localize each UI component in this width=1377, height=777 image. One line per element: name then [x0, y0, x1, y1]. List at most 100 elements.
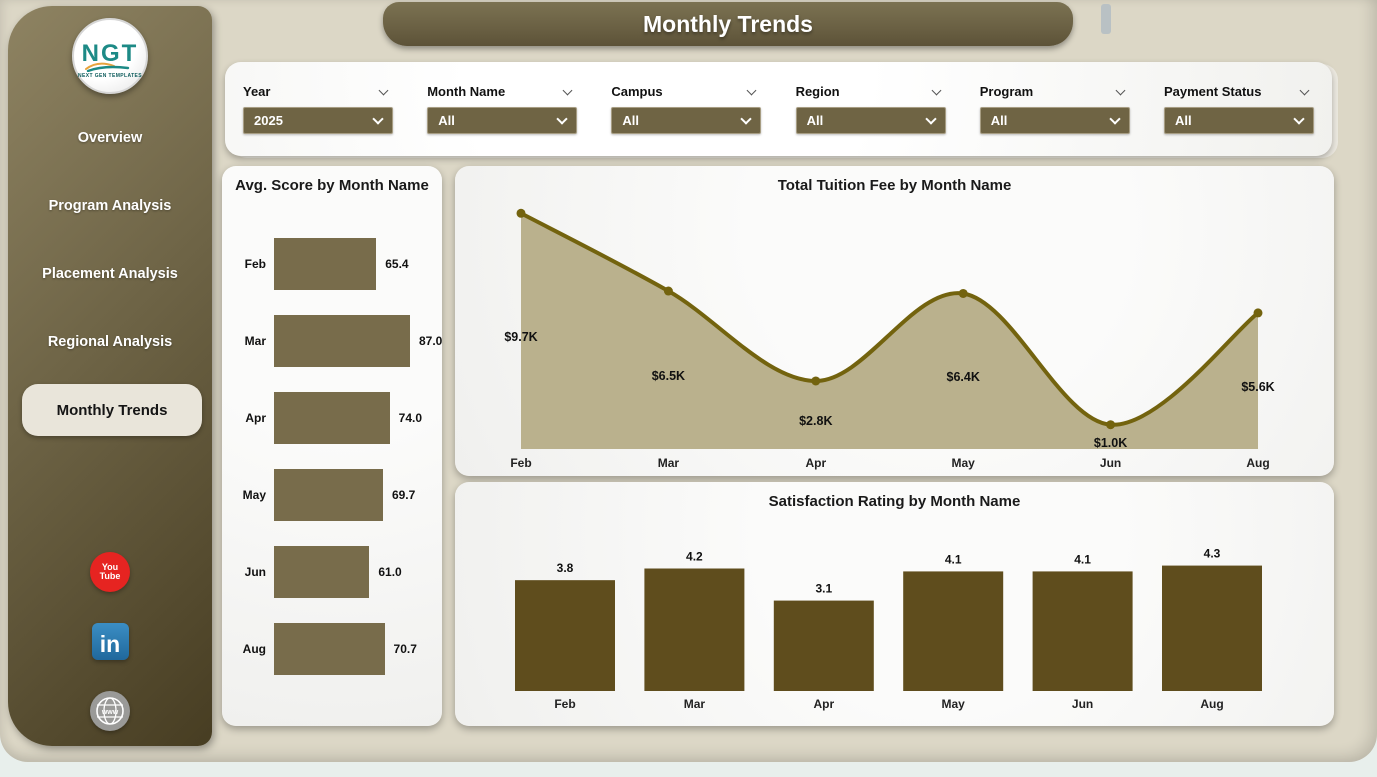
sidebar: NGT NEXT GEN TEMPLATES Overview Program …: [8, 6, 212, 746]
logo-swoosh-icon: [85, 62, 130, 72]
filter-label: Month Name: [427, 84, 506, 99]
axis-tick-label: Apr: [805, 456, 826, 470]
avg-score-bar-chart: Feb 65.4 Mar 87.0 Apr 74.0 May 69.7 Jun 61.0 Aug 70…: [232, 238, 442, 700]
value-label: $9.7K: [504, 330, 537, 344]
value-label: 61.0: [378, 565, 402, 579]
page-title-banner: Monthly Trends: [383, 2, 1073, 46]
chevron-down-icon[interactable]: [1299, 85, 1310, 95]
data-point[interactable]: [1253, 308, 1263, 318]
avg-score-chart-card: Avg. Score by Month Name Feb 65.4 Mar 87.0 A…: [222, 166, 442, 726]
value-label: $6.4K: [947, 370, 980, 384]
sidebar-item-overview[interactable]: Overview: [8, 112, 212, 164]
filter-bar: Year 2025 Month Name All Campus: [225, 62, 1332, 156]
bar[interactable]: [1162, 565, 1262, 691]
filter-program: Program All: [979, 84, 1130, 134]
value-label: $5.6K: [1241, 380, 1274, 394]
data-point[interactable]: [663, 286, 673, 296]
youtube-icon[interactable]: You Tube: [90, 552, 130, 592]
filter-region: Region All: [795, 84, 946, 134]
year-dropdown[interactable]: 2025: [243, 107, 393, 134]
axis-tick-label: Mar: [684, 697, 706, 711]
bar[interactable]: [274, 469, 383, 521]
bar-row: Aug 70.7: [232, 623, 438, 675]
svg-text:www: www: [101, 709, 119, 716]
bar[interactable]: [773, 600, 874, 691]
filter-campus: Campus All: [611, 84, 762, 134]
sidebar-item-regional-analysis[interactable]: Regional Analysis: [8, 316, 212, 368]
bar[interactable]: [274, 238, 377, 290]
value-label: 4.3: [1204, 547, 1221, 561]
chevron-down-icon: [924, 112, 937, 125]
area-fill[interactable]: [521, 213, 1258, 449]
bar[interactable]: [1032, 571, 1133, 691]
bar-row: May 69.7: [232, 469, 438, 521]
filter-label: Program: [979, 84, 1034, 99]
chart-title: Total Tuition Fee by Month Name: [777, 177, 1012, 194]
axis-tick-label: May: [952, 456, 976, 470]
data-point[interactable]: [516, 208, 526, 218]
filter-label: Payment Status: [1163, 84, 1262, 99]
value-label: 4.1: [1074, 552, 1091, 566]
value-label: 69.7: [391, 488, 416, 502]
sidebar-item-placement-analysis[interactable]: Placement Analysis: [8, 248, 212, 300]
payment-status-dropdown[interactable]: All: [1163, 107, 1314, 134]
value-label: $6.5K: [652, 369, 685, 383]
window-accent-bar: [1101, 4, 1111, 34]
axis-tick-label: Feb: [554, 697, 575, 711]
filter-month-name: Month Name All: [427, 84, 578, 134]
page-title: Monthly Trends: [643, 10, 813, 37]
chevron-down-icon[interactable]: [931, 85, 942, 95]
chevron-down-icon: [1293, 112, 1305, 125]
filter-payment-status: Payment Status All: [1163, 84, 1314, 134]
bar[interactable]: [274, 315, 410, 367]
category-label: Aug: [242, 642, 266, 656]
filter-label: Campus: [611, 84, 663, 99]
chart-title: Satisfaction Rating by Month Name: [768, 493, 1021, 510]
category-label: Feb: [244, 257, 266, 271]
sidebar-item-monthly-trends[interactable]: Monthly Trends: [22, 384, 202, 436]
data-point[interactable]: [811, 376, 821, 386]
bar[interactable]: [903, 571, 1004, 691]
data-point[interactable]: [958, 288, 968, 298]
value-label: 4.1: [945, 552, 962, 566]
satisfaction-chart-card: Satisfaction Rating by Month Name 3.8 Feb…: [455, 482, 1334, 726]
axis-tick-label: Aug: [1246, 456, 1269, 470]
sidebar-item-program-analysis[interactable]: Program Analysis: [8, 180, 212, 232]
axis-tick-label: Mar: [658, 456, 680, 470]
month-name-dropdown[interactable]: All: [427, 107, 578, 134]
chevron-down-icon: [372, 112, 384, 125]
sidebar-item-label: Monthly Trends: [56, 401, 168, 419]
chevron-down-icon[interactable]: [562, 85, 573, 95]
campus-dropdown[interactable]: All: [611, 107, 762, 134]
axis-tick-label: Jun: [1100, 456, 1121, 470]
filter-year: Year 2025: [243, 84, 393, 134]
bar[interactable]: [644, 568, 745, 692]
data-point[interactable]: [1106, 420, 1116, 430]
chevron-down-icon[interactable]: [378, 85, 389, 95]
logo-text: NGT: [81, 39, 139, 67]
bar[interactable]: [274, 623, 385, 675]
bar-row: Mar 87.0: [232, 315, 442, 367]
chevron-down-icon[interactable]: [746, 85, 757, 95]
region-dropdown[interactable]: All: [795, 107, 946, 134]
value-label: 65.4: [385, 257, 409, 271]
value-label: 4.2: [686, 550, 703, 564]
bar[interactable]: [274, 392, 390, 444]
filter-label: Region: [795, 84, 840, 99]
chevron-down-icon: [556, 112, 568, 125]
sidebar-item-label: Overview: [77, 130, 143, 146]
bar-row: Apr 74.0: [232, 392, 438, 444]
category-label: Apr: [245, 411, 266, 425]
program-dropdown[interactable]: All: [979, 107, 1130, 134]
bar-row: Jun 61.0: [232, 546, 438, 598]
website-globe-icon[interactable]: www: [90, 691, 130, 731]
axis-tick-label: Feb: [510, 456, 531, 470]
bar[interactable]: [515, 580, 615, 691]
linkedin-icon[interactable]: in: [91, 623, 129, 660]
bar[interactable]: [274, 546, 370, 598]
tuition-fee-area-chart[interactable]: $9.7K Feb $6.5K Mar $2.8K Apr $6.4K May $1.0K Jun…: [455, 190, 1334, 476]
chevron-down-icon[interactable]: [1115, 85, 1126, 95]
axis-tick-label: May: [942, 697, 966, 711]
chart-title: Avg. Score by Month Name: [235, 177, 429, 194]
